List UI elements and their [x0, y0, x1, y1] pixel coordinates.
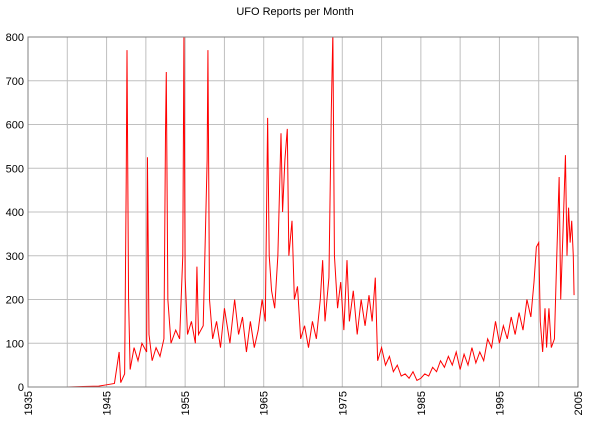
y-tick-label: 0: [18, 382, 24, 394]
y-tick-label: 100: [6, 338, 24, 350]
x-tick-label: 1995: [494, 391, 506, 415]
x-tick-label: 1935: [23, 391, 35, 415]
x-tick-label: 1975: [337, 391, 349, 415]
y-tick-label: 200: [6, 295, 24, 307]
x-tick-label: 1965: [259, 391, 271, 415]
y-tick-label: 800: [6, 32, 24, 44]
chart-title: UFO Reports per Month: [236, 6, 353, 18]
plot-frame: [27, 36, 579, 388]
y-tick-label: 500: [6, 163, 24, 175]
y-tick-label: 300: [6, 251, 24, 263]
data-line: [67, 37, 575, 387]
y-tick-label: 600: [6, 120, 24, 132]
y-tick-label: 400: [6, 207, 24, 219]
x-tick-label: 2005: [573, 391, 585, 415]
x-tick-label: 1985: [416, 391, 428, 415]
x-tick-label: 1955: [180, 391, 192, 415]
y-tick-label: 700: [6, 76, 24, 88]
x-tick-label: 1945: [102, 391, 114, 415]
